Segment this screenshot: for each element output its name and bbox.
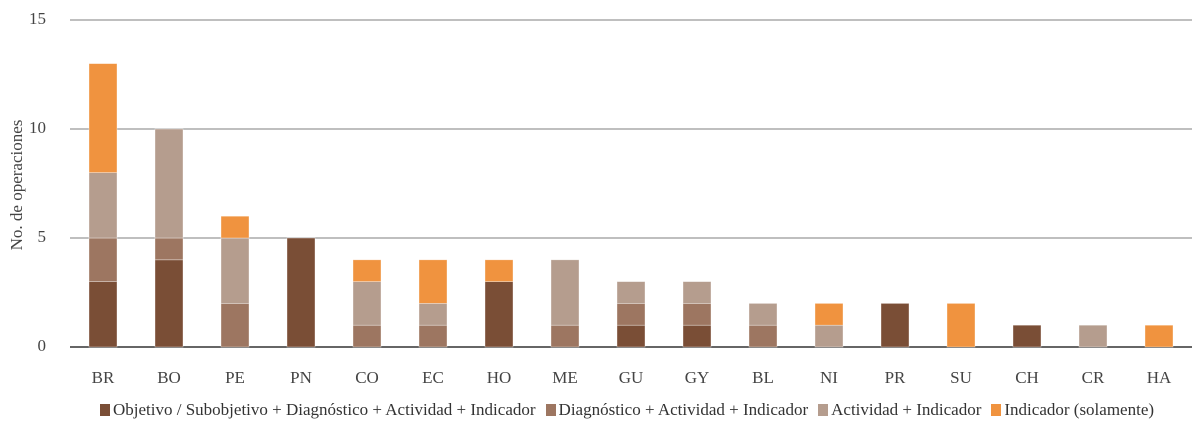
bar-segment [418,259,448,304]
x-tick-label: PE [225,368,245,387]
legend-item: Objetivo / Subobjetivo + Diagnóstico + A… [100,400,536,419]
x-tick-label: BL [752,368,774,387]
bar-segment [352,259,382,282]
bar-segment [616,324,646,348]
legend: Objetivo / Subobjetivo + Diagnóstico + A… [100,400,1194,419]
bar-segment [220,237,250,304]
x-tick-label: HO [487,368,512,387]
chart: No. de operaciones 0 5 10 15 BR BO PE PN CO EC HO M… [7,9,1192,387]
bar-segment [814,324,844,348]
x-tick-label: NI [820,368,838,387]
bar-segment [220,303,250,348]
bar-segment [88,281,118,348]
bar-segment [946,303,976,348]
legend-swatch [100,404,110,416]
bar-segment [814,303,844,326]
bar-segment [1012,324,1042,348]
bar-segment [88,63,118,173]
bar-segment [352,324,382,348]
x-tick-label: PR [885,368,906,387]
x-tick-label: SU [950,368,972,387]
bar-segment [682,324,712,348]
x-tick-label: CH [1015,368,1039,387]
bar-segment [1144,324,1174,348]
legend-label: Actividad + Indicador [831,400,982,419]
bar-segment [154,237,184,261]
y-tick-label: 0 [38,336,47,355]
legend-item: Indicador (solamente) [991,400,1154,419]
bar-segment [880,303,910,348]
legend-item: Actividad + Indicador [818,400,981,419]
x-tick-label: CO [355,368,379,387]
legend-item: Diagnóstico + Actividad + Indicador [545,400,809,419]
bar-segment [550,259,580,326]
y-tick-label: 15 [29,9,46,28]
legend-label: Indicador (solamente) [1004,400,1155,419]
x-tick-label: GU [619,368,644,387]
x-tick-label: HA [1147,368,1172,387]
bar-segment [550,324,580,348]
bar-segment [484,259,514,282]
bar-segment [682,303,712,326]
bar-segment [748,324,778,348]
x-tick-label: GY [685,368,710,387]
bar-segment [682,281,712,304]
bar-segment [286,237,316,348]
y-tick-label: 10 [29,118,46,137]
legend-label: Objetivo / Subobjetivo + Diagnóstico + A… [113,400,536,419]
bar-segment [88,237,118,282]
bar-segment [616,303,646,326]
x-tick-label: BO [157,368,181,387]
bar-segment [154,128,184,239]
legend-swatch [545,404,556,416]
x-tick-label: BR [92,368,115,387]
legend-label: Diagnóstico + Actividad + Indicador [558,400,809,419]
bar-segment [352,281,382,326]
bar-segment [418,303,448,326]
bar-segment [154,259,184,348]
bar-segment [616,281,646,304]
x-tick-label: ME [552,368,578,387]
bar-segment [88,172,118,239]
legend-swatch [818,404,829,416]
y-tick-label: 5 [38,227,47,246]
bar-segment [748,303,778,326]
bar-segment [418,324,448,348]
x-tick-label: PN [290,368,312,387]
bar-segment [1078,324,1108,348]
legend-swatch [991,404,1002,416]
bar-segment [220,215,250,239]
x-tick-label: CR [1082,368,1105,387]
y-axis-label: No. de operaciones [7,120,26,251]
x-tick-label: EC [422,368,444,387]
bar-segment [484,281,514,348]
